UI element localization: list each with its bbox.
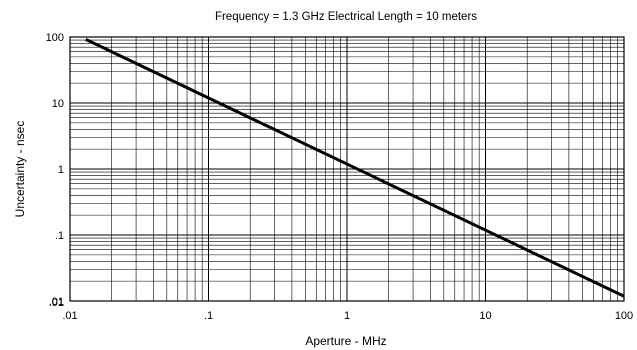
y-tick-label: .01: [49, 297, 64, 309]
y-axis-label: Uncertainty - nsec: [13, 121, 27, 218]
y-tick-label: 10: [52, 98, 64, 110]
plot-frame: [69, 36, 625, 302]
y-tick-label: 100: [46, 32, 64, 44]
x-tick-labels: .01 .1 1 10 100: [62, 310, 633, 322]
grid: [70, 37, 624, 301]
y-tick-label: 1: [58, 164, 64, 176]
y-tick-label: .01: [49, 296, 64, 308]
x-tick-label: .1: [204, 310, 213, 322]
x-tick-label: .01: [62, 310, 77, 322]
x-tick-label: 100: [615, 310, 633, 322]
x-tick-label: 1: [344, 310, 350, 322]
series-layer: [85, 38, 625, 298]
x-axis-label: Aperture - MHz: [305, 334, 386, 348]
series-line: [85, 38, 625, 298]
x-tick-label: 10: [479, 310, 491, 322]
chart-title: Frequency = 1.3 GHz Electrical Length = …: [215, 11, 477, 23]
y-tick-label: .1: [55, 230, 64, 242]
